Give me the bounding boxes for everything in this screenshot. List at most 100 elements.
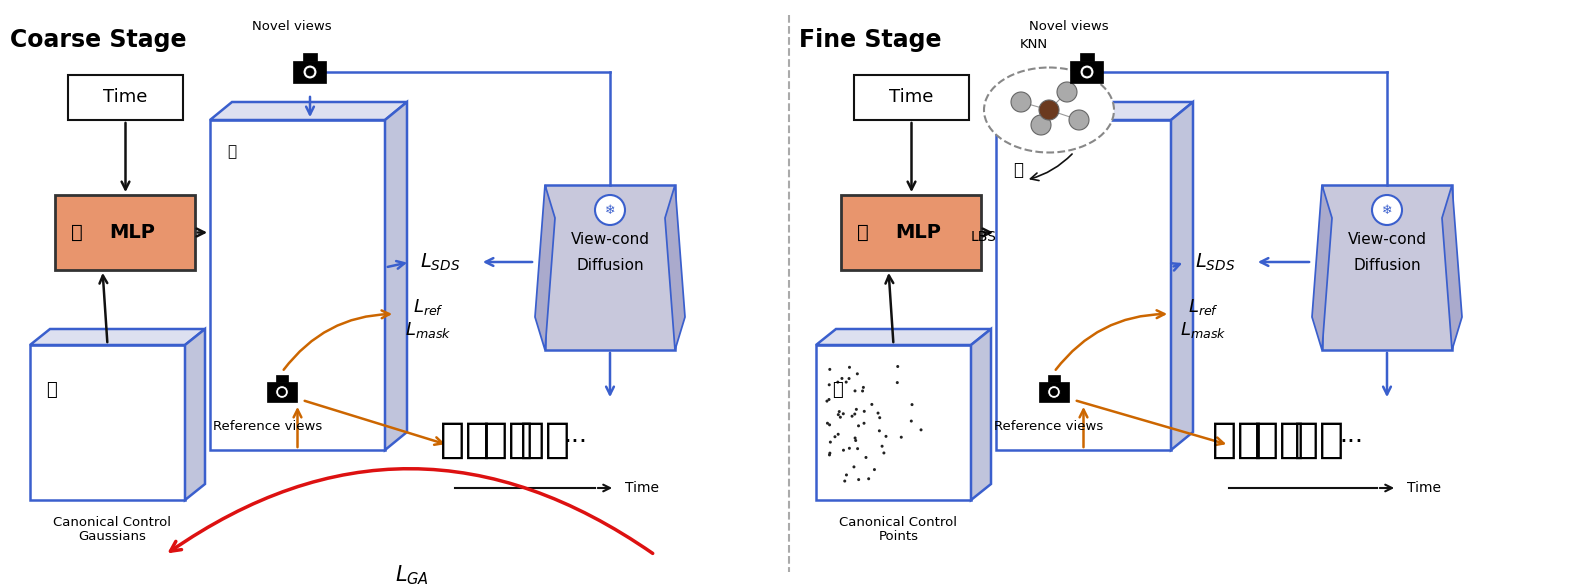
Text: MLP: MLP [895,223,940,242]
Circle shape [847,447,851,450]
Circle shape [844,474,847,477]
Bar [55,195,196,270]
Polygon shape [1311,185,1332,350]
Circle shape [306,68,314,76]
Polygon shape [210,102,407,120]
Circle shape [857,478,860,481]
Circle shape [854,413,857,416]
Circle shape [825,400,828,403]
Text: 🔥: 🔥 [71,223,84,242]
Circle shape [828,383,830,386]
Circle shape [843,480,846,483]
Bar [30,345,185,500]
Text: ❄: ❄ [604,204,615,217]
Circle shape [855,372,858,375]
Circle shape [843,448,844,451]
Circle shape [836,433,839,436]
Text: MLP: MLP [109,223,155,242]
Bar [68,75,183,120]
Circle shape [854,389,857,392]
Text: $L_{mask}$: $L_{mask}$ [1180,320,1226,340]
Circle shape [836,380,839,384]
Text: Coarse Stage: Coarse Stage [9,28,186,52]
Circle shape [879,416,881,419]
Circle shape [1038,100,1059,120]
Text: KNN: KNN [1019,39,1048,52]
Text: ...: ... [1340,423,1363,447]
Text: Novel views: Novel views [252,19,331,32]
Text: $L_{GA}$: $L_{GA}$ [394,563,429,587]
Polygon shape [1171,102,1193,450]
Text: Time: Time [103,89,148,106]
Text: Diffusion: Diffusion [576,258,644,272]
Circle shape [882,451,885,454]
Circle shape [836,413,839,416]
Text: $L_{ref}$: $L_{ref}$ [412,297,443,317]
Circle shape [885,435,887,438]
Text: Time: Time [625,481,660,495]
Text: Novel views: Novel views [1029,19,1109,32]
Circle shape [1048,386,1060,399]
Circle shape [896,381,899,384]
Circle shape [862,390,865,393]
Bar [1070,61,1103,83]
Bar [1081,53,1094,61]
Text: $L_{ref}$: $L_{ref}$ [1188,297,1218,317]
Text: 🧑‍🚀: 🧑‍🚀 [521,419,570,461]
Bar [841,195,982,270]
Circle shape [303,65,317,79]
Circle shape [1051,389,1057,396]
Circle shape [865,456,868,459]
Bar [996,120,1171,450]
Text: Time: Time [1408,481,1441,495]
Bar [816,345,970,500]
Bar [303,53,317,61]
Text: 🔥: 🔥 [857,223,869,242]
Circle shape [828,453,832,456]
Circle shape [862,386,865,389]
Circle shape [896,365,899,368]
Text: Reference views: Reference views [213,420,322,434]
Circle shape [847,366,851,369]
Circle shape [876,411,879,414]
Polygon shape [970,329,991,500]
Circle shape [854,439,857,442]
Circle shape [855,408,858,411]
Circle shape [838,410,841,413]
Circle shape [1011,92,1030,112]
Circle shape [839,416,841,419]
Text: Diffusion: Diffusion [1354,258,1420,272]
Circle shape [833,435,836,438]
Bar [210,120,385,450]
Circle shape [827,398,830,401]
Circle shape [828,441,832,444]
Text: Canonical Control: Canonical Control [54,515,172,528]
Polygon shape [30,329,205,345]
Circle shape [877,429,881,433]
Text: Reference views: Reference views [994,420,1103,434]
Text: 🧑‍🚀: 🧑‍🚀 [1212,419,1262,461]
Bar [267,382,297,402]
Polygon shape [816,329,991,345]
Polygon shape [535,185,555,350]
Circle shape [857,424,860,427]
Circle shape [852,465,855,468]
Circle shape [1030,115,1051,135]
Text: Fine Stage: Fine Stage [798,28,942,52]
Circle shape [841,377,844,380]
Circle shape [881,445,884,448]
Circle shape [1068,110,1089,130]
Circle shape [844,380,847,383]
Bar [294,61,327,83]
Text: 🔥: 🔥 [227,144,237,160]
Text: LBS: LBS [970,230,997,244]
Text: 🧑‍🚀: 🧑‍🚀 [1294,419,1344,461]
Circle shape [1083,68,1090,76]
Circle shape [911,420,912,423]
Bar [1322,185,1452,350]
Circle shape [911,403,914,406]
Circle shape [828,368,832,371]
Text: View-cond: View-cond [571,232,650,248]
Circle shape [851,414,854,418]
Polygon shape [1442,185,1461,350]
